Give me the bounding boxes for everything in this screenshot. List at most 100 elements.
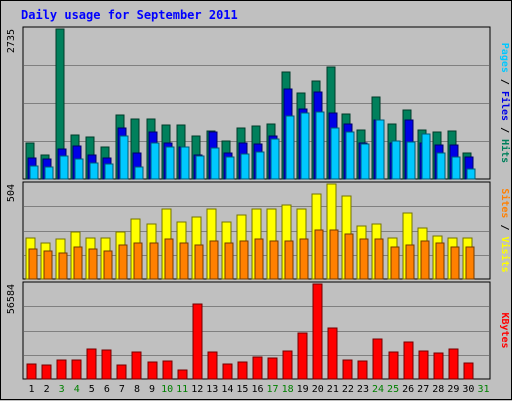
bar-sites-day-25 (390, 246, 400, 280)
x-tick-label-day-15: 15 (236, 384, 248, 395)
bar-pages-day-8 (134, 166, 144, 180)
x-tick-label-day-4: 4 (74, 384, 80, 395)
ymax-label-kbytes: 56584 (6, 284, 17, 314)
bar-kbytes-day-13 (207, 351, 218, 380)
bar-kbytes-day-23 (357, 360, 368, 380)
bar-kbytes-day-8 (131, 351, 142, 380)
legend-entry-hits: Hits (499, 139, 511, 163)
legend-entry-pages: Pages (499, 43, 510, 73)
bar-sites-day-20 (314, 229, 324, 280)
bar-pages-day-11 (180, 146, 190, 180)
bar-pages-day-7 (119, 135, 129, 180)
bar-kbytes-day-29 (448, 348, 459, 380)
ymax-label-visits_sites: 504 (6, 184, 17, 202)
bar-sites-day-9 (149, 242, 159, 280)
x-tick-label-day-20: 20 (312, 384, 324, 395)
bar-sites-day-28 (435, 242, 445, 280)
bar-sites-day-3 (58, 252, 68, 280)
bar-kbytes-day-30 (463, 362, 474, 380)
x-tick-label-day-10: 10 (161, 384, 173, 395)
ymax-label-hits_files_pages: 2735 (6, 29, 17, 53)
bar-pages-day-29 (451, 156, 461, 180)
legend-separator: / (499, 218, 510, 236)
bar-pages-day-13 (210, 147, 220, 180)
bar-sites-day-2 (43, 250, 53, 280)
legend-kbytes: KBytes (499, 312, 510, 348)
x-tick-label-day-16: 16 (251, 384, 263, 395)
bar-kbytes-day-1 (26, 363, 37, 380)
bar-pages-day-17 (270, 138, 280, 180)
legend-visits_sites: Sites / Visits (499, 188, 511, 272)
bar-pages-day-2 (44, 166, 54, 180)
bar-pages-day-4 (74, 158, 84, 180)
bar-kbytes-day-20 (312, 283, 323, 380)
x-tick-label-day-13: 13 (206, 384, 218, 395)
x-tick-label-day-9: 9 (149, 384, 155, 395)
bar-kbytes-day-12 (192, 303, 203, 380)
bar-pages-day-9 (150, 142, 160, 180)
bar-kbytes-day-14 (222, 363, 233, 380)
bar-kbytes-day-11 (177, 369, 188, 380)
legend-entry-sites: Sites (499, 188, 511, 218)
bar-kbytes-day-2 (41, 364, 52, 380)
bar-pages-day-26 (406, 141, 416, 180)
bar-sites-day-21 (329, 229, 339, 280)
bar-kbytes-day-19 (297, 332, 308, 380)
bar-pages-day-25 (391, 140, 401, 180)
bar-sites-day-4 (73, 246, 83, 280)
bar-sites-day-17 (269, 240, 279, 280)
legend-entry-visits: Visits (499, 237, 511, 273)
bar-pages-day-16 (255, 151, 265, 180)
bar-sites-day-6 (103, 250, 113, 280)
bar-pages-day-3 (59, 155, 69, 180)
bar-sites-day-27 (420, 240, 430, 280)
bar-kbytes-day-26 (403, 341, 414, 380)
bar-pages-day-23 (360, 143, 370, 180)
bar-pages-day-21 (330, 127, 340, 180)
bar-pages-day-30 (466, 168, 476, 180)
bar-kbytes-day-5 (86, 348, 97, 380)
bar-kbytes-day-6 (101, 349, 112, 380)
x-tick-label-day-26: 26 (402, 384, 414, 395)
x-tick-label-day-11: 11 (176, 384, 188, 395)
bar-kbytes-day-28 (433, 352, 444, 380)
bar-kbytes-day-16 (252, 356, 263, 380)
bar-pages-day-18 (285, 115, 295, 180)
legend-separator: / (499, 121, 510, 139)
x-tick-label-day-6: 6 (104, 384, 110, 395)
bar-sites-day-7 (118, 244, 128, 280)
x-tick-label-day-14: 14 (221, 384, 233, 395)
bar-sites-day-26 (405, 244, 415, 280)
bar-sites-day-14 (224, 242, 234, 280)
bar-pages-day-6 (104, 163, 114, 180)
bar-kbytes-day-27 (418, 350, 429, 380)
bar-kbytes-day-9 (147, 361, 158, 380)
x-tick-label-day-8: 8 (134, 384, 140, 395)
bar-sites-day-11 (179, 242, 189, 280)
x-tick-label-day-28: 28 (432, 384, 444, 395)
bar-sites-day-18 (284, 240, 294, 280)
bar-pages-day-22 (345, 131, 355, 180)
bar-sites-day-24 (374, 238, 384, 280)
bar-pages-day-28 (436, 152, 446, 180)
x-tick-label-day-22: 22 (342, 384, 354, 395)
x-tick-label-day-3: 3 (59, 384, 65, 395)
bar-pages-day-20 (315, 111, 325, 180)
bar-sites-day-30 (465, 246, 475, 280)
bar-kbytes-day-17 (267, 357, 278, 380)
x-tick-label-day-7: 7 (119, 384, 125, 395)
x-tick-label-day-29: 29 (447, 384, 459, 395)
bar-kbytes-day-15 (237, 361, 248, 380)
x-tick-label-day-17: 17 (267, 384, 279, 395)
x-tick-label-day-5: 5 (89, 384, 95, 395)
x-tick-label-day-25: 25 (387, 384, 399, 395)
bar-sites-day-1 (28, 248, 38, 280)
bar-kbytes-day-7 (116, 364, 127, 380)
bar-kbytes-day-25 (388, 351, 399, 380)
bar-kbytes-day-4 (71, 359, 82, 380)
x-tick-label-day-1: 1 (29, 384, 35, 395)
x-tick-label-day-12: 12 (191, 384, 203, 395)
bar-sites-day-8 (133, 242, 143, 280)
x-tick-label-day-19: 19 (297, 384, 309, 395)
bar-kbytes-day-21 (327, 327, 338, 380)
